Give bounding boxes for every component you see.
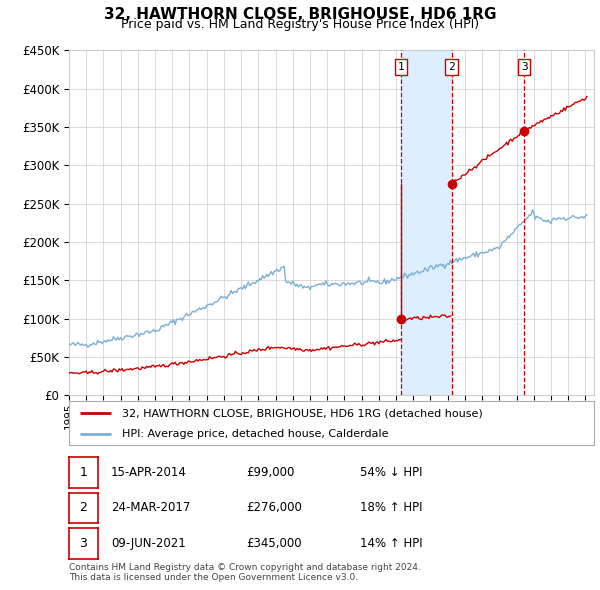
Text: Price paid vs. HM Land Registry's House Price Index (HPI): Price paid vs. HM Land Registry's House … (121, 18, 479, 31)
Text: This data is licensed under the Open Government Licence v3.0.: This data is licensed under the Open Gov… (69, 573, 358, 582)
Bar (401, 50, 452, 395)
Text: 54% ↓ HPI: 54% ↓ HPI (360, 466, 422, 479)
Text: 3: 3 (79, 537, 88, 550)
Text: 2: 2 (79, 502, 88, 514)
Text: 32, HAWTHORN CLOSE, BRIGHOUSE, HD6 1RG: 32, HAWTHORN CLOSE, BRIGHOUSE, HD6 1RG (104, 7, 496, 22)
Text: 15-APR-2014: 15-APR-2014 (111, 466, 187, 479)
Text: 18% ↑ HPI: 18% ↑ HPI (360, 502, 422, 514)
Text: 1: 1 (79, 466, 88, 479)
Text: 3: 3 (521, 62, 527, 72)
Text: 14% ↑ HPI: 14% ↑ HPI (360, 537, 422, 550)
Text: 24-MAR-2017: 24-MAR-2017 (111, 502, 190, 514)
Text: £276,000: £276,000 (246, 502, 302, 514)
Text: 2: 2 (448, 62, 455, 72)
Text: £345,000: £345,000 (246, 537, 302, 550)
Text: 1: 1 (398, 62, 404, 72)
Text: Contains HM Land Registry data © Crown copyright and database right 2024.: Contains HM Land Registry data © Crown c… (69, 563, 421, 572)
Text: 32, HAWTHORN CLOSE, BRIGHOUSE, HD6 1RG (detached house): 32, HAWTHORN CLOSE, BRIGHOUSE, HD6 1RG (… (121, 408, 482, 418)
Text: 09-JUN-2021: 09-JUN-2021 (111, 537, 186, 550)
Text: £99,000: £99,000 (246, 466, 295, 479)
Text: HPI: Average price, detached house, Calderdale: HPI: Average price, detached house, Cald… (121, 430, 388, 440)
